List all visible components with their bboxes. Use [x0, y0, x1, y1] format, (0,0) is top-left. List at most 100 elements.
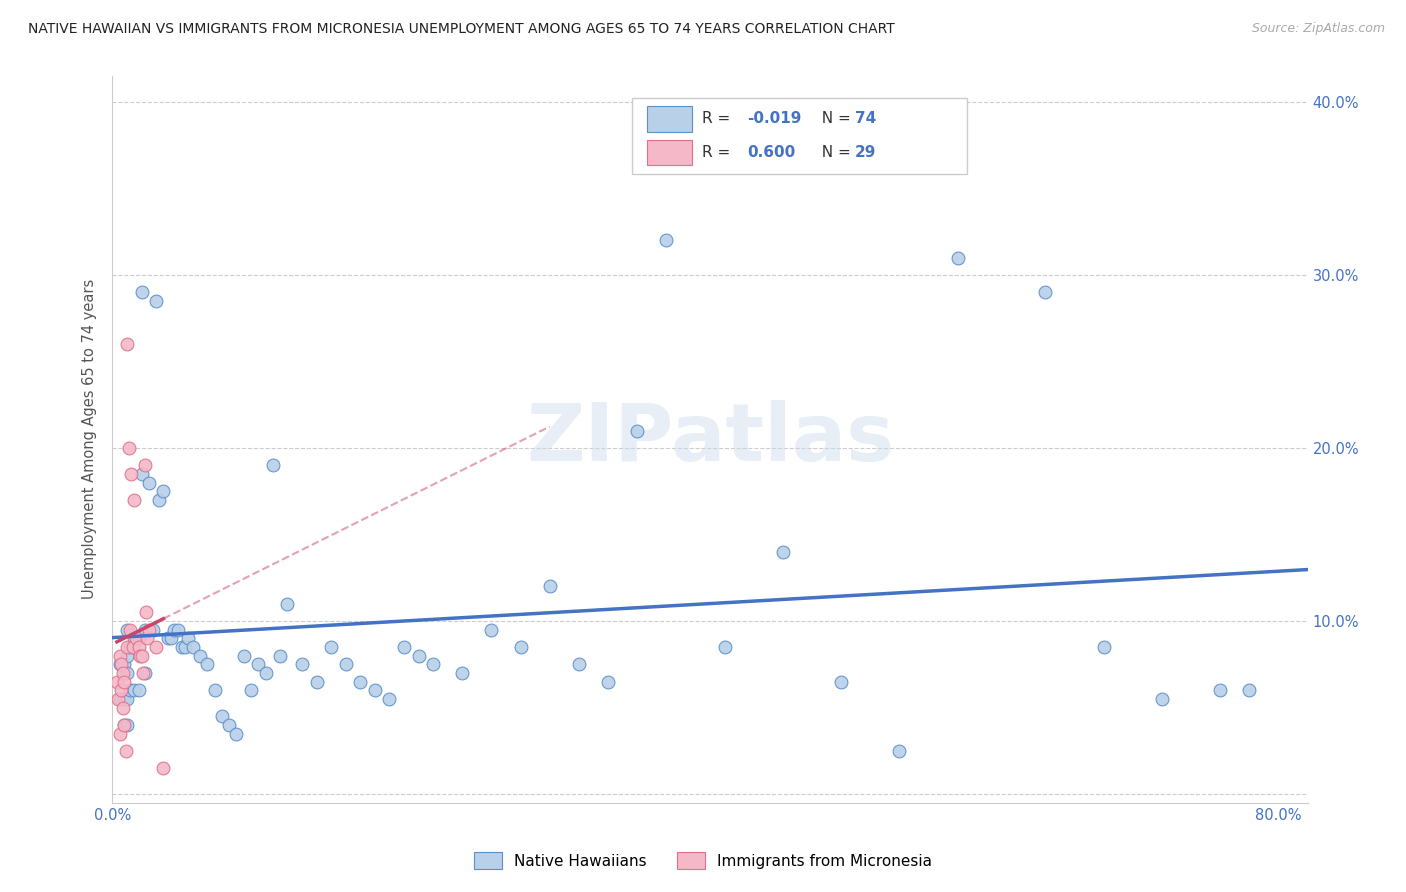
Point [118, 623, 141, 637]
Point [128, 683, 150, 698]
Point [128, 632, 150, 646]
Point [655, 233, 678, 247]
Point [134, 623, 156, 637]
Point [626, 424, 648, 438]
Point [115, 718, 138, 732]
Point [946, 251, 969, 265]
Point [1209, 683, 1232, 698]
Y-axis label: Unemployment Among Ages 65 to 74 years: Unemployment Among Ages 65 to 74 years [82, 279, 97, 599]
Point [481, 623, 503, 637]
Point [124, 492, 146, 507]
Text: R =: R = [702, 112, 735, 126]
Point [204, 683, 226, 698]
Point [115, 648, 138, 663]
FancyBboxPatch shape [647, 106, 692, 132]
Point [156, 632, 179, 646]
Point [135, 606, 157, 620]
Point [112, 692, 135, 706]
Point [117, 441, 139, 455]
Point [408, 648, 430, 663]
Point [167, 623, 190, 637]
Point [392, 640, 415, 654]
Point [291, 657, 314, 672]
Point [112, 718, 135, 732]
Point [319, 640, 342, 654]
Point [115, 665, 138, 680]
Point [163, 623, 186, 637]
FancyBboxPatch shape [633, 97, 967, 174]
Text: N =: N = [811, 112, 855, 126]
Point [378, 692, 401, 706]
Point [131, 285, 153, 300]
Point [108, 648, 131, 663]
Point [105, 674, 128, 689]
Point [138, 475, 160, 490]
Point [232, 648, 254, 663]
Point [172, 640, 194, 654]
Text: N =: N = [811, 145, 855, 160]
Point [115, 640, 138, 654]
Point [131, 648, 153, 663]
Point [159, 632, 181, 646]
Point [538, 579, 561, 593]
Point [364, 683, 387, 698]
Point [211, 709, 233, 723]
Point [115, 692, 138, 706]
Point [177, 632, 200, 646]
Point [225, 726, 247, 740]
Point [276, 597, 298, 611]
Point [152, 761, 174, 775]
Point [1092, 640, 1115, 654]
Point [568, 657, 591, 672]
Point [1150, 692, 1173, 706]
Point [124, 683, 146, 698]
Point [108, 657, 131, 672]
Point [451, 665, 474, 680]
Point [142, 623, 165, 637]
Point [134, 458, 156, 473]
Point [112, 718, 135, 732]
Point [110, 683, 132, 698]
Text: 74: 74 [855, 112, 876, 126]
Point [596, 674, 619, 689]
Point [131, 467, 153, 481]
Point [111, 700, 134, 714]
Point [111, 665, 134, 680]
Text: 29: 29 [855, 145, 876, 160]
Point [218, 718, 240, 732]
Point [122, 640, 145, 654]
Point [174, 640, 197, 654]
Point [195, 657, 218, 672]
Point [129, 648, 152, 663]
Point [115, 337, 138, 351]
Point [830, 674, 852, 689]
Text: 0.600: 0.600 [747, 145, 796, 160]
Point [254, 665, 277, 680]
Point [107, 692, 129, 706]
Point [305, 674, 328, 689]
Point [262, 458, 284, 473]
Legend: Native Hawaiians, Immigrants from Micronesia: Native Hawaiians, Immigrants from Micron… [468, 846, 938, 875]
Point [509, 640, 531, 654]
Point [110, 657, 132, 672]
Text: -0.019: -0.019 [747, 112, 801, 126]
Point [335, 657, 357, 672]
Text: ZIPatlas: ZIPatlas [526, 401, 894, 478]
Text: NATIVE HAWAIIAN VS IMMIGRANTS FROM MICRONESIA UNEMPLOYMENT AMONG AGES 65 TO 74 Y: NATIVE HAWAIIAN VS IMMIGRANTS FROM MICRO… [28, 22, 894, 37]
Point [128, 640, 150, 654]
FancyBboxPatch shape [647, 140, 692, 165]
Point [188, 648, 211, 663]
Point [422, 657, 444, 672]
Text: R =: R = [702, 145, 735, 160]
Point [108, 726, 131, 740]
Point [112, 657, 135, 672]
Point [125, 632, 148, 646]
Point [118, 640, 141, 654]
Point [247, 657, 270, 672]
Point [132, 665, 155, 680]
Point [108, 692, 131, 706]
Point [118, 683, 141, 698]
Point [269, 648, 291, 663]
Point [145, 293, 167, 308]
Point [772, 545, 794, 559]
